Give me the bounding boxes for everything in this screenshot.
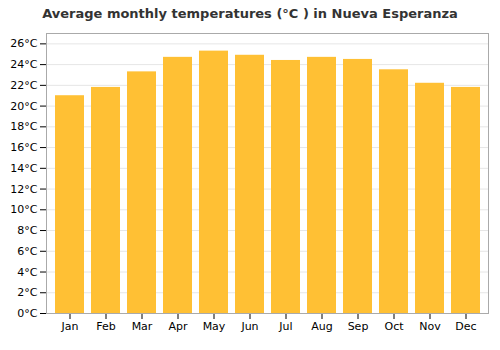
svg-text:22°C: 22°C xyxy=(10,79,37,92)
svg-text:Apr: Apr xyxy=(168,320,188,333)
svg-text:12°C: 12°C xyxy=(10,183,37,196)
svg-text:4°C: 4°C xyxy=(17,266,37,279)
svg-text:18°C: 18°C xyxy=(10,120,37,133)
svg-text:10°C: 10°C xyxy=(10,203,37,216)
svg-text:26°C: 26°C xyxy=(10,37,37,50)
svg-text:Sep: Sep xyxy=(348,320,369,333)
html-text:Average monthly temperatures (: Average monthly temperatures (°C ) in Nu… xyxy=(42,6,458,21)
svg-text:Nov: Nov xyxy=(419,320,441,333)
svg-text:0°C: 0°C xyxy=(17,307,37,320)
svg-text:Jul: Jul xyxy=(278,320,292,333)
svg-text:6°C: 6°C xyxy=(17,245,37,258)
svg-text:Jan: Jan xyxy=(61,320,79,333)
svg-text:8°C: 8°C xyxy=(17,224,37,237)
svg-text:14°C: 14°C xyxy=(10,162,37,175)
svg-text:24°C: 24°C xyxy=(10,58,37,71)
svg-text:16°C: 16°C xyxy=(10,141,37,154)
svg-text:Aug: Aug xyxy=(311,320,332,333)
svg-text:Mar: Mar xyxy=(132,320,153,333)
svg-text:2°C: 2°C xyxy=(17,286,37,299)
svg-text:Dec: Dec xyxy=(455,320,476,333)
svg-text:Jun: Jun xyxy=(240,320,258,333)
svg-text:20°C: 20°C xyxy=(10,100,37,113)
svg-text:Feb: Feb xyxy=(96,320,115,333)
svg-text:May: May xyxy=(203,320,226,333)
svg-text:Oct: Oct xyxy=(384,320,404,333)
